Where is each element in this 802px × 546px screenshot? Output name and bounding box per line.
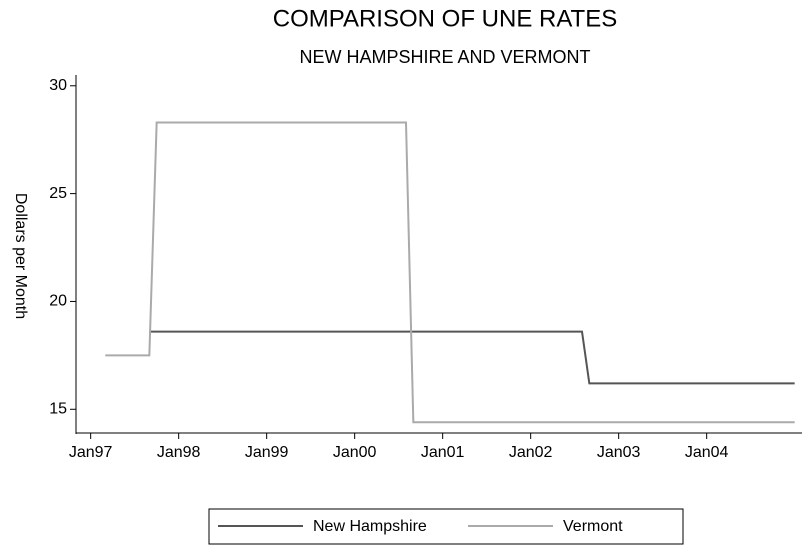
x-tick-label: Jan00 <box>333 444 377 461</box>
x-tick-label: Jan04 <box>685 444 729 461</box>
y-axis-label: Dollars per Month <box>12 193 29 319</box>
y-tick-label: 20 <box>49 293 67 310</box>
y-tick-label: 30 <box>49 77 67 94</box>
y-tick-label: 25 <box>49 185 67 202</box>
legend-label: Vermont <box>563 518 623 535</box>
series-line <box>149 330 795 385</box>
x-tick-label: Jan98 <box>157 444 201 461</box>
x-tick-label: Jan03 <box>597 444 641 461</box>
legend-box <box>208 508 684 545</box>
series-line <box>105 121 795 424</box>
legend-label: New Hampshire <box>313 518 427 535</box>
x-tick-label: Jan01 <box>421 444 465 461</box>
y-tick-label: 15 <box>49 400 67 417</box>
x-tick-label: Jan99 <box>245 444 289 461</box>
x-tick-label: Jan97 <box>69 444 113 461</box>
chart-title: COMPARISON OF UNE RATES <box>273 5 617 32</box>
x-tick-label: Jan02 <box>509 444 553 461</box>
chart-subtitle: NEW HAMPSHIRE AND VERMONT <box>299 47 590 67</box>
